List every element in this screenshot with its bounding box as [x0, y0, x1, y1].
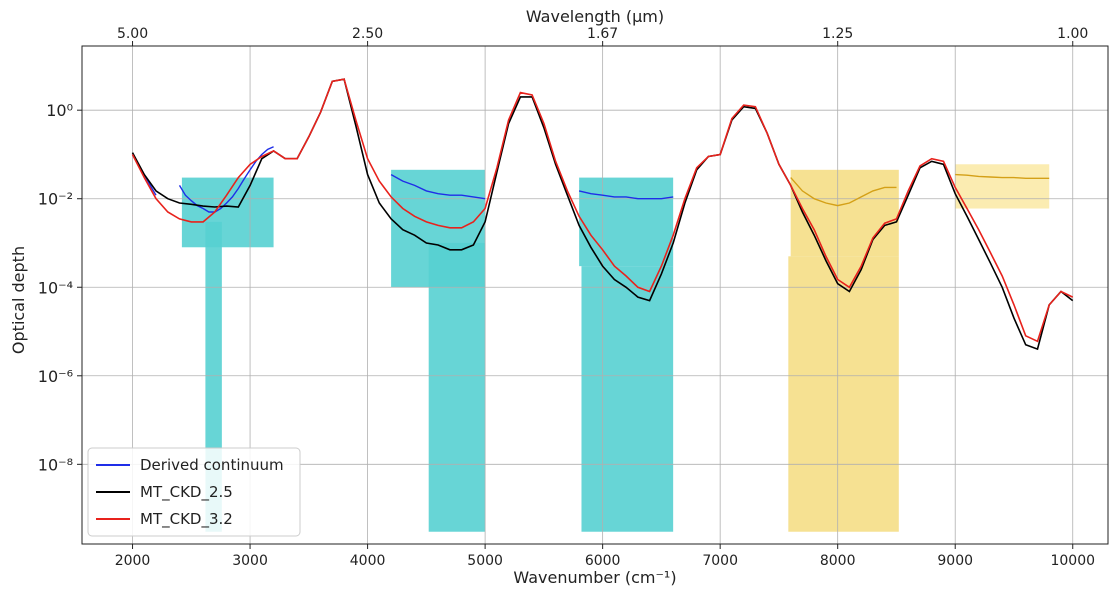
- uncertainty-band-3: [428, 242, 486, 532]
- x-axis-ticks: 2000 3000 4000 5000 6000 7000 8000 9000 10000: [115, 544, 1095, 569]
- y-axis-ticks: 10⁻⁸ 10⁻⁶ 10⁻⁴ 10⁻² 10⁰: [38, 101, 82, 474]
- y-tick-label-1: 10⁻⁶: [38, 367, 73, 386]
- x-tick-label-7: 9000: [937, 553, 973, 569]
- plot-frame: [81, 45, 1109, 545]
- top-tick-label-2: 1.67: [587, 26, 618, 42]
- uncertainty-band-5: [581, 266, 674, 532]
- top-tick-label-4: 1.00: [1057, 26, 1088, 42]
- y-tick-label-0: 10⁻⁸: [38, 455, 73, 474]
- series-line-0-3: [578, 190, 674, 200]
- y-tick-label-4: 10⁰: [46, 101, 73, 120]
- top-axis-ticks: 5.00 2.50 1.67 1.25 1.00: [117, 26, 1088, 46]
- y-tick-label-2: 10⁻⁴: [38, 278, 73, 297]
- legend: Derived continuum MT_CKD_2.5 MT_CKD_3.2: [87, 447, 301, 537]
- x-tick-label-3: 5000: [467, 553, 503, 569]
- top-tick-label-1: 2.50: [352, 26, 383, 42]
- series-line-1-0: [790, 177, 897, 207]
- x-tick-label-5: 7000: [702, 553, 738, 569]
- top-tick-label-0: 5.00: [117, 26, 148, 42]
- uncertainty-band-6: [790, 169, 899, 257]
- legend-label-2: MT_CKD_3.2: [140, 510, 233, 529]
- x-axis-label: Wavenumber (cm⁻¹): [513, 568, 676, 587]
- series-line-0-2: [390, 173, 486, 200]
- series-line-3: [131, 78, 1074, 343]
- uncertainty-bands: [181, 164, 1050, 532]
- x-tick-label-2: 4000: [350, 553, 386, 569]
- series-lines: [131, 78, 1074, 351]
- uncertainty-band-8: [955, 164, 1050, 209]
- top-axis-label: Wavelength (μm): [526, 7, 664, 26]
- uncertainty-band-7: [788, 256, 899, 532]
- x-tick-label-6: 8000: [820, 553, 856, 569]
- y-tick-label-3: 10⁻²: [38, 190, 73, 209]
- x-tick-label-8: 10000: [1050, 553, 1095, 569]
- x-tick-label-0: 2000: [115, 553, 151, 569]
- legend-label-1: MT_CKD_2.5: [140, 483, 233, 502]
- legend-box: [87, 447, 301, 537]
- x-tick-label-4: 6000: [585, 553, 621, 569]
- x-tick-label-1: 3000: [232, 553, 268, 569]
- uncertainty-band-4: [579, 177, 674, 267]
- y-axis-label: Optical depth: [9, 246, 28, 354]
- legend-label-0: Derived continuum: [140, 456, 284, 474]
- uncertainty-band-0: [181, 177, 274, 248]
- top-tick-label-3: 1.25: [822, 26, 853, 42]
- series-line-1-1: [955, 173, 1050, 179]
